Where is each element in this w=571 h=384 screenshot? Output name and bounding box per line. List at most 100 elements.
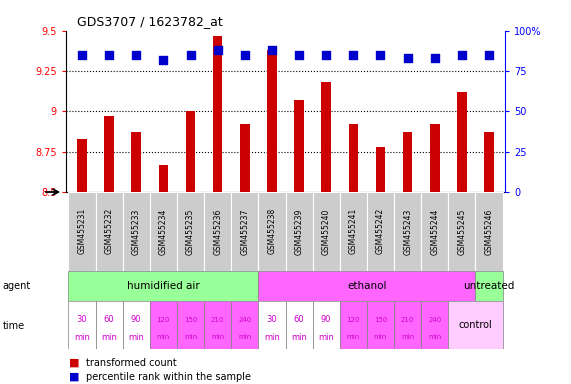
Bar: [457, 92, 467, 192]
FancyBboxPatch shape: [286, 192, 313, 271]
Bar: [403, 132, 412, 192]
Text: untreated: untreated: [463, 281, 514, 291]
Point: [376, 52, 385, 58]
Text: GSM455231: GSM455231: [78, 208, 86, 255]
Text: min: min: [347, 334, 360, 341]
Text: transformed count: transformed count: [86, 358, 176, 368]
Text: percentile rank within the sample: percentile rank within the sample: [86, 372, 251, 382]
FancyBboxPatch shape: [150, 301, 177, 349]
Text: min: min: [184, 334, 197, 341]
Text: ethanol: ethanol: [347, 281, 387, 291]
Text: GDS3707 / 1623782_at: GDS3707 / 1623782_at: [77, 15, 223, 28]
Bar: [321, 82, 331, 192]
FancyBboxPatch shape: [258, 192, 286, 271]
Text: GSM455243: GSM455243: [403, 208, 412, 255]
FancyBboxPatch shape: [258, 301, 286, 349]
FancyBboxPatch shape: [95, 192, 123, 271]
Text: GSM455246: GSM455246: [485, 208, 493, 255]
Point: [78, 52, 87, 58]
Point: [132, 52, 141, 58]
Text: GSM455234: GSM455234: [159, 208, 168, 255]
Bar: [159, 165, 168, 192]
Point: [159, 57, 168, 63]
Bar: [213, 36, 222, 192]
Text: humidified air: humidified air: [127, 281, 200, 291]
Text: GSM455242: GSM455242: [376, 208, 385, 255]
FancyBboxPatch shape: [340, 192, 367, 271]
FancyBboxPatch shape: [204, 301, 231, 349]
Text: min: min: [428, 334, 441, 341]
Text: 210: 210: [401, 317, 415, 323]
FancyBboxPatch shape: [394, 301, 421, 349]
Text: 30: 30: [77, 315, 87, 324]
FancyBboxPatch shape: [177, 192, 204, 271]
Text: GSM455237: GSM455237: [240, 208, 250, 255]
Text: GSM455235: GSM455235: [186, 208, 195, 255]
FancyBboxPatch shape: [231, 301, 258, 349]
Text: GSM455241: GSM455241: [349, 208, 358, 255]
Text: control: control: [459, 320, 492, 331]
Text: 150: 150: [374, 317, 387, 323]
FancyBboxPatch shape: [231, 192, 258, 271]
FancyBboxPatch shape: [313, 301, 340, 349]
Point: [186, 52, 195, 58]
Text: GSM455240: GSM455240: [321, 208, 331, 255]
Text: 90: 90: [321, 315, 331, 324]
Bar: [376, 147, 385, 192]
FancyBboxPatch shape: [69, 192, 95, 271]
Text: GSM455245: GSM455245: [457, 208, 467, 255]
FancyBboxPatch shape: [340, 301, 367, 349]
Point: [295, 52, 304, 58]
Text: 90: 90: [131, 315, 142, 324]
FancyBboxPatch shape: [367, 301, 394, 349]
Text: min: min: [291, 333, 307, 342]
FancyBboxPatch shape: [313, 192, 340, 271]
Text: min: min: [157, 334, 170, 341]
FancyBboxPatch shape: [448, 192, 476, 271]
Point: [240, 52, 250, 58]
Text: min: min: [318, 333, 334, 342]
Text: GSM455232: GSM455232: [104, 208, 114, 255]
FancyBboxPatch shape: [476, 192, 502, 271]
FancyBboxPatch shape: [448, 301, 502, 349]
Text: min: min: [264, 333, 280, 342]
Text: 240: 240: [428, 317, 441, 323]
Text: time: time: [3, 321, 25, 331]
FancyBboxPatch shape: [69, 271, 258, 301]
Text: GSM455233: GSM455233: [132, 208, 140, 255]
FancyBboxPatch shape: [95, 301, 123, 349]
Bar: [267, 50, 277, 192]
Point: [349, 52, 358, 58]
Bar: [240, 124, 250, 192]
Text: 240: 240: [238, 317, 251, 323]
Bar: [186, 111, 195, 192]
Bar: [104, 116, 114, 192]
Text: min: min: [101, 333, 117, 342]
Point: [484, 52, 493, 58]
FancyBboxPatch shape: [421, 301, 448, 349]
Text: ■: ■: [69, 358, 79, 368]
Text: GSM455238: GSM455238: [267, 208, 276, 255]
Text: 120: 120: [347, 317, 360, 323]
Text: 210: 210: [211, 317, 224, 323]
Text: ■: ■: [69, 372, 79, 382]
Text: min: min: [401, 334, 414, 341]
Text: GSM455236: GSM455236: [213, 208, 222, 255]
Bar: [294, 100, 304, 192]
FancyBboxPatch shape: [367, 192, 394, 271]
FancyBboxPatch shape: [177, 301, 204, 349]
Bar: [484, 132, 494, 192]
Text: GSM455244: GSM455244: [431, 208, 439, 255]
FancyBboxPatch shape: [286, 301, 313, 349]
Point: [430, 55, 439, 61]
Point: [267, 47, 276, 53]
Point: [213, 47, 222, 53]
Text: 60: 60: [293, 315, 304, 324]
Text: min: min: [238, 334, 251, 341]
Point: [321, 52, 331, 58]
Text: GSM455239: GSM455239: [295, 208, 304, 255]
FancyBboxPatch shape: [476, 271, 502, 301]
FancyBboxPatch shape: [394, 192, 421, 271]
Text: min: min: [128, 333, 144, 342]
Bar: [349, 124, 358, 192]
